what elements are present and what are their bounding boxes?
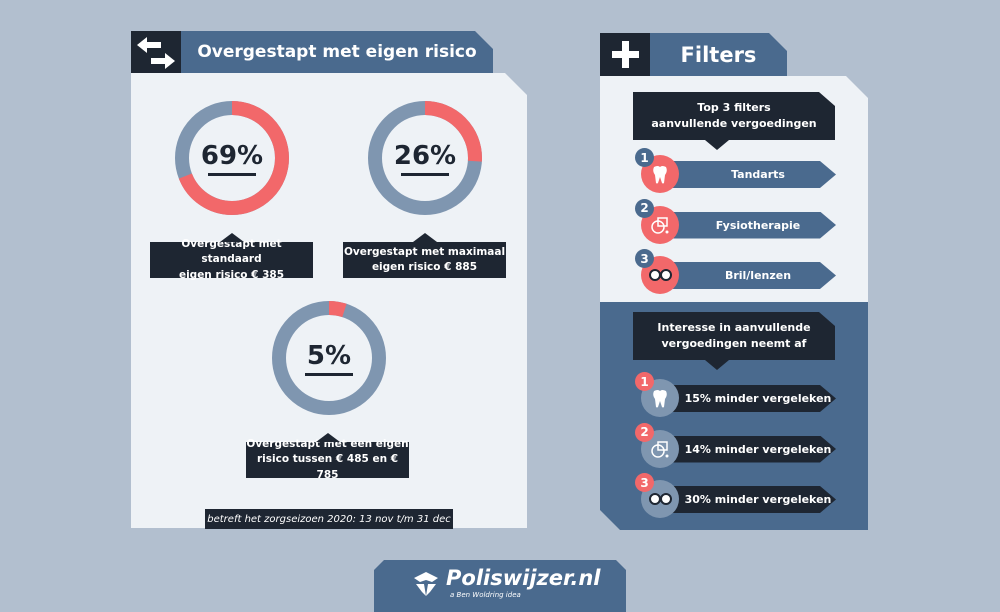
footnote: betreft het zorgseizoen 2020: 13 nov t/m… — [205, 509, 453, 529]
plus-icon — [600, 33, 650, 76]
label-line: Overgestapt met maximaal — [343, 245, 506, 258]
rank-badge: 1 — [635, 372, 654, 391]
top-filters-callout: Top 3 filters aanvullende vergoedingen — [633, 92, 835, 140]
donut-chart — [272, 301, 386, 415]
callout-pointer — [705, 140, 729, 150]
callout-line: Top 3 filters — [697, 101, 771, 115]
right-title: Filters — [650, 33, 787, 76]
filter-label: 15% minder vergeleken — [684, 392, 832, 405]
donut-value — [368, 101, 482, 215]
callout-line: aanvullende vergoedingen — [651, 117, 817, 130]
donut-label: Overgestapt met maximaal eigen risico € 8… — [343, 233, 506, 278]
underline — [401, 173, 449, 176]
callout-line: Interesse in aanvullende — [657, 321, 811, 335]
callout-line: vergoedingen neemt af — [661, 337, 807, 350]
donut-label: Overgestapt met een eigen risico tussen €… — [246, 433, 409, 481]
donut-percentage: 26% — [393, 141, 457, 171]
rank-badge: 2 — [635, 422, 654, 442]
logo[interactable]: Poliswijzer.nl a Ben Woldring idea — [374, 560, 626, 612]
tooth-icon — [641, 379, 679, 417]
rank-badge: 3 — [635, 249, 654, 268]
underline — [305, 373, 353, 376]
donut-value — [272, 301, 386, 415]
left-title: Overgestapt met eigen risico — [181, 31, 493, 73]
filter-label: 14% minder vergeleken — [684, 442, 832, 456]
callout-pointer — [705, 360, 729, 370]
rank-badge: 3 — [635, 473, 654, 492]
logo-tagline: a Ben Woldring idea — [450, 591, 521, 599]
filter-label: Fysiotherapie — [715, 218, 801, 232]
filter-item[interactable]: 30% minder vergeleken — [660, 486, 836, 513]
underline — [208, 173, 256, 176]
filter-label: Bril/lenzen — [724, 269, 792, 282]
swap-arrows-icon — [131, 31, 181, 73]
rank-badge: 2 — [635, 198, 654, 218]
rank-badge: 1 — [635, 148, 654, 167]
label-pointer — [219, 233, 244, 242]
donut-percentage: 69% — [200, 141, 264, 171]
label-line: Overgestapt met standaard — [181, 238, 282, 266]
label-line: Overgestapt met een eigen — [246, 438, 409, 451]
filter-label: 30% minder vergeleken — [684, 493, 832, 506]
filter-item[interactable]: 14% minder vergeleken — [660, 436, 836, 463]
filter-item[interactable]: 15% minder vergeleken — [660, 385, 836, 412]
filter-item[interactable]: Fysiotherapie — [660, 212, 836, 239]
donut-chart — [368, 101, 482, 215]
donut-label: Overgestapt met standaard eigen risico € … — [150, 233, 313, 281]
donut-percentage: 5% — [306, 341, 352, 371]
filter-item[interactable]: Tandarts — [660, 161, 836, 188]
logo-name: Poliswijzer.nl — [446, 566, 601, 590]
filter-label: Tandarts — [731, 168, 785, 181]
interest-callout: Interesse in aanvullende vergoedingen nee… — [633, 312, 835, 360]
label-line: eigen risico € 385 — [178, 268, 285, 281]
logo-icon — [412, 570, 440, 598]
label-pointer — [315, 433, 340, 442]
label-pointer — [412, 233, 437, 242]
label-line: eigen risico € 885 — [371, 261, 478, 273]
donut-chart — [175, 101, 289, 215]
donut-value — [175, 101, 289, 215]
filter-item[interactable]: Bril/lenzen — [660, 262, 836, 289]
label-line: risico tussen € 485 en € 785 — [256, 453, 399, 481]
